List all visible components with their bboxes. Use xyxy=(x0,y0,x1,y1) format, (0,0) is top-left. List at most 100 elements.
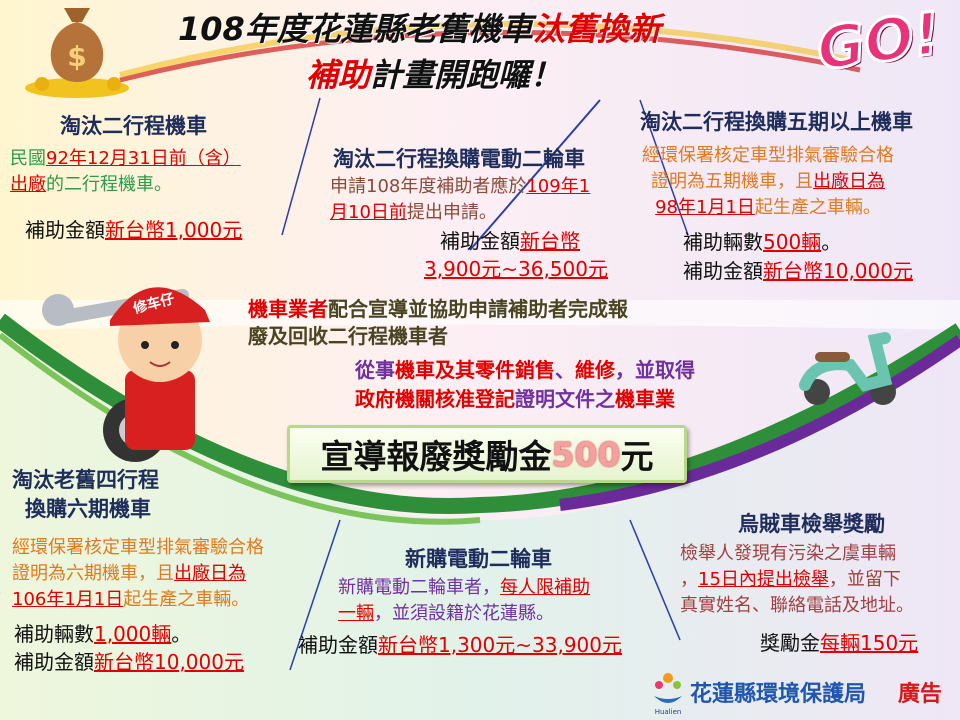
section-title-phase6-swap: 淘汰老舊四行程 換購六期機車 xyxy=(12,466,159,524)
phase5-amount: 補助金額新台幣10,000元 xyxy=(683,257,913,286)
text-segment: 補助金額 xyxy=(25,218,105,242)
text-line: 檢舉人發現有污染之虞車輛 xyxy=(680,541,914,567)
text-segment: 出廠日為 xyxy=(174,563,246,584)
dealer-desc: 機車業者配合宣導並協助申請補助者完成報 廢及回收二行程機車者 xyxy=(248,296,628,350)
phase5-count: 補助輛數500輛。 xyxy=(683,228,841,257)
section-title-new-electric: 新購電動二輪車 xyxy=(405,547,552,571)
ad-label: 廣告 xyxy=(898,682,943,707)
text-segment: 補助輛數 xyxy=(14,622,94,646)
text-line: 證明為六期機車，且出廠日為 xyxy=(12,561,264,587)
text-segment: 證明為五期機車，且 xyxy=(651,171,813,192)
text-segment: 起生產之車輛。 xyxy=(123,589,250,610)
electric-swap-amount-range: 3,900元~36,500元 xyxy=(424,255,608,284)
text-line: 106年1月1日起生產之車輛。 xyxy=(12,587,264,613)
text-segment: 。 xyxy=(171,622,192,646)
text-segment: 一輛 xyxy=(338,603,374,624)
scooter-icon xyxy=(799,332,896,405)
text-segment: ，並取得 xyxy=(615,358,695,382)
text-segment: 配合宣導並協助申請補助者完成報 xyxy=(328,297,628,321)
text-segment: 106年1月1日 xyxy=(12,589,124,610)
text-line: 出廠的二行程機車。 xyxy=(10,172,241,198)
text-line: 政府機關核准登記證明文件之機車業 xyxy=(355,385,695,414)
text-segment: 新台幣1,000元 xyxy=(105,218,243,242)
text-segment: 新台幣 xyxy=(520,229,580,253)
text-segment: 補助金額 xyxy=(683,259,763,283)
text-segment: 機車及其零件銷售 xyxy=(395,358,555,382)
text-segment: 機車業者 xyxy=(248,297,328,321)
new-electric-amount: 補助金額新台幣1,300元~33,900元 xyxy=(298,631,622,660)
text-line: 經環保署核定車型排氣審驗合格 xyxy=(642,143,894,169)
text-segment: 廢及回收二行程機車者 xyxy=(248,324,448,348)
text-segment: 98年1月1日 xyxy=(655,197,755,218)
text-segment: ，並留下 xyxy=(828,569,901,590)
text-line: 廢及回收二行程機車者 xyxy=(248,323,628,350)
text-segment: 補助金額 xyxy=(440,229,520,253)
dollar-sign-icon: $ xyxy=(67,40,86,73)
text-segment: 出廠 xyxy=(10,174,46,195)
text-line: 經環保署核定車型排氣審驗合格 xyxy=(12,535,264,561)
text-segment: 每輛150元 xyxy=(820,631,919,655)
section-title-phase6-line2: 換購六期機車 xyxy=(25,497,151,521)
electric-swap-amount: 補助金額新台幣 xyxy=(440,227,580,256)
text-line: 申請108年度補助者應於109年1 xyxy=(330,174,590,200)
text-segment: 500輛 xyxy=(763,230,822,254)
text-line: 民國92年12月31日前（含） xyxy=(10,146,241,172)
text-segment: 民國 xyxy=(10,148,46,169)
text-segment: 500 xyxy=(551,434,621,474)
report-reward-desc: 檢舉人發現有污染之虞車輛 ，15日內提出檢舉，並留下 真實姓名、聯絡電話及地址。 xyxy=(680,541,914,619)
text-line: 從事機車及其零件銷售、維修，並取得 xyxy=(355,356,695,385)
text-segment: 3,900元~36,500元 xyxy=(424,257,608,281)
section-title-electric-swap: 淘汰二行程換購電動二輪車 xyxy=(333,147,585,171)
text-segment: 經環保署核定車型排氣審驗合格 xyxy=(12,537,264,558)
text-segment: 1,000輛 xyxy=(94,622,172,646)
text-segment: 月10日前 xyxy=(330,202,407,223)
agency-logo-text: Hualien xyxy=(655,708,682,716)
text-segment: 每人限補助 xyxy=(500,577,590,598)
text-segment: 新購電動二輪車者， xyxy=(338,577,500,598)
text-segment: 新台幣1,300元~33,900元 xyxy=(378,633,622,657)
text-segment: 補助輛數 xyxy=(683,230,763,254)
text-segment: 真實姓名、聯絡電話及地址。 xyxy=(680,595,914,616)
text-segment: 新台幣10,000元 xyxy=(763,259,913,283)
new-electric-desc: 新購電動二輪車者，每人限補助 一輛，並須設籍於花蓮縣。 xyxy=(338,575,590,627)
text-segment: 109年1 xyxy=(526,176,591,197)
text-line: 機車業者配合宣導並協助申請補助者完成報 xyxy=(248,296,628,323)
text-segment: 15日內提出檢舉 xyxy=(698,569,829,590)
section-title-two-stroke: 淘汰二行程機車 xyxy=(60,114,207,138)
section-title-phase5-swap: 淘汰二行程換購五期以上機車 xyxy=(640,110,913,134)
text-segment: 機車業 xyxy=(615,387,675,411)
agency-logo-icon: Hualien xyxy=(654,673,682,716)
money-bag-icon: $ xyxy=(25,8,129,98)
mascot-mechanic-icon: 修车仔 xyxy=(42,287,210,462)
text-segment: 證明為六期機車，且 xyxy=(12,563,174,584)
text-segment: 92年12月31日前（含） xyxy=(46,148,241,169)
text-segment: 檢舉人發現有污染之虞車輛 xyxy=(680,543,896,564)
text-segment: 補助金額 xyxy=(14,650,94,674)
text-segment: 計畫開跑囉！ xyxy=(370,56,563,94)
text-line: ，15日內提出檢舉，並留下 xyxy=(680,567,914,593)
text-segment: 補助金額 xyxy=(298,633,378,657)
text-segment: 維修 xyxy=(575,358,615,382)
text-line: 一輛，並須設籍於花蓮縣。 xyxy=(338,601,590,627)
text-segment: 申請108年度補助者應於 xyxy=(330,176,527,197)
text-segment: ，並須設籍於花蓮縣。 xyxy=(374,603,554,624)
text-segment: 經環保署核定車型排氣審驗合格 xyxy=(642,145,894,166)
electric-swap-desc: 申請108年度補助者應於109年1 月10日前提出申請。 xyxy=(330,174,590,226)
text-segment: 從事 xyxy=(355,358,395,382)
text-segment: 108年度花蓮縣老舊機車 xyxy=(178,10,533,48)
text-segment: 。 xyxy=(821,230,842,254)
section-title-phase6-line1: 淘汰老舊四行程 xyxy=(12,468,159,492)
text-line: 98年1月1日起生產之車輛。 xyxy=(642,195,894,221)
text-segment: 出廠日為 xyxy=(813,171,885,192)
text-segment: 政府機關核准登記 xyxy=(355,387,515,411)
text-line: 證明為五期機車，且出廠日為 xyxy=(642,169,894,195)
section-title-report-reward: 烏賊車檢舉獎勵 xyxy=(738,512,885,536)
phase6-amount: 補助金額新台幣10,000元 xyxy=(14,648,244,677)
text-line: 新購電動二輪車者，每人限補助 xyxy=(338,575,590,601)
text-line: 月10日前提出申請。 xyxy=(330,200,590,226)
phase6-desc: 經環保署核定車型排氣審驗合格 證明為六期機車，且出廠日為 106年1月1日起生產之車… xyxy=(12,535,264,613)
dealer-qualification: 從事機車及其零件銷售、維修，並取得 政府機關核准登記證明文件之機車業 xyxy=(355,356,695,414)
main-title-line2: 補助計畫開跑囉！ xyxy=(306,50,562,96)
text-segment: 補助 xyxy=(306,56,371,94)
reward-banner: 宣導報廢獎勵金 500 元 xyxy=(287,425,687,483)
